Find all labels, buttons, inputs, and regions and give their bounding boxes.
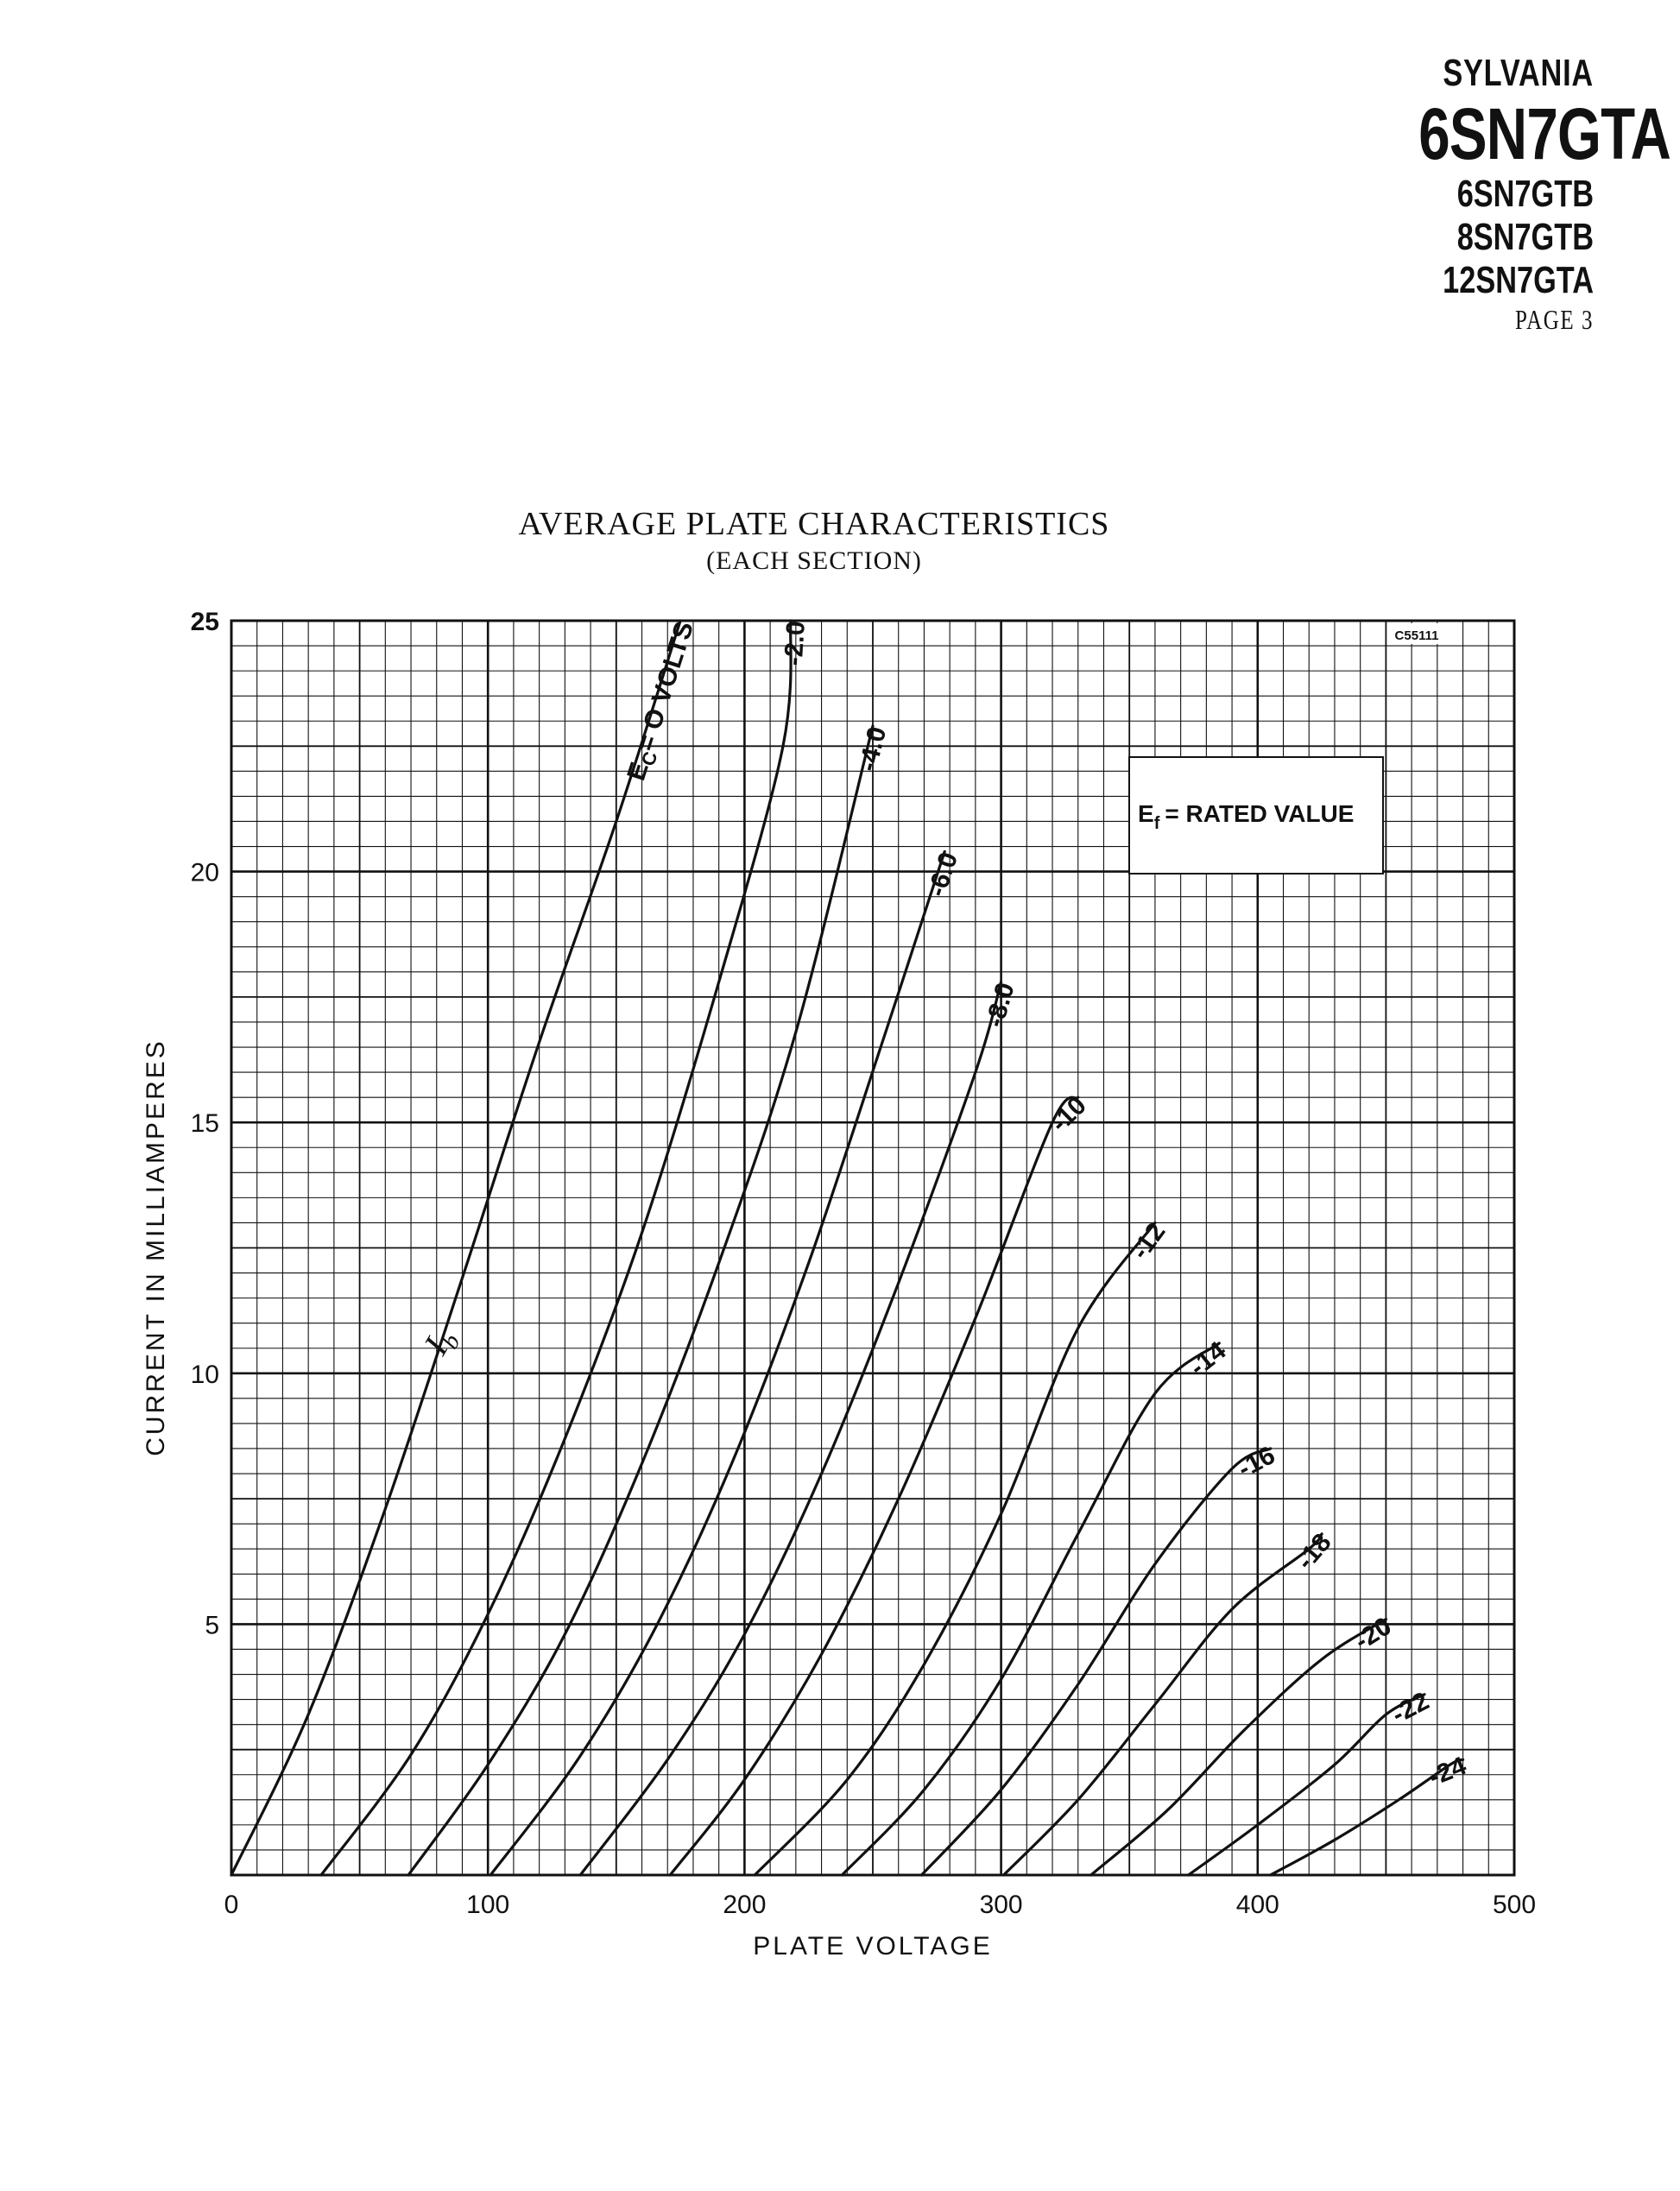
plate-curve xyxy=(1269,1758,1465,1877)
x-axis-label: PLATE VOLTAGE xyxy=(753,1932,992,1961)
note-box-text: Ef = RATED VALUE xyxy=(1138,800,1354,833)
chart-subtitle: (EACH SECTION) xyxy=(706,546,922,575)
plate-curve xyxy=(407,724,875,1877)
plate-curve xyxy=(319,619,793,1877)
curve-label: EC= O VOLTS xyxy=(622,618,702,785)
curve-label-subscript: C xyxy=(637,748,662,768)
chart-title: AVERAGE PLATE CHARACTERISTICS xyxy=(518,506,1110,542)
note-symbol: E xyxy=(1138,800,1154,827)
plate-curve xyxy=(578,980,1003,1877)
plate-curve xyxy=(489,849,946,1877)
axis-ticks: 0 100 200 300 400 500 5 10 15 20 25 xyxy=(191,608,1536,1919)
curves xyxy=(230,619,1465,1877)
page-reference: PAGE 3 xyxy=(1515,304,1594,335)
alt-tube-type: 6SN7GTB xyxy=(1456,173,1594,215)
plate-curve xyxy=(668,1096,1080,1877)
code-mark-bg xyxy=(1392,623,1442,644)
plate-curve xyxy=(1001,1532,1323,1877)
note-box xyxy=(1128,756,1384,875)
curve-label: -12 xyxy=(1126,1218,1171,1265)
note-text: = RATED VALUE xyxy=(1165,800,1354,827)
curve-label: -18 xyxy=(1291,1528,1336,1575)
brand-name: SYLVANIA xyxy=(1443,52,1594,94)
code-mark: C55111 xyxy=(1395,628,1439,643)
x-tick-label: 300 xyxy=(980,1891,1023,1919)
y-tick-label: 10 xyxy=(191,1361,219,1389)
alt-tube-type: 8SN7GTB xyxy=(1456,216,1594,258)
curve-label: -8.0 xyxy=(981,980,1020,1031)
y-tick-label: 20 xyxy=(191,859,219,887)
curve-label: -22 xyxy=(1387,1687,1434,1729)
curve-label: -4.0 xyxy=(854,724,893,774)
plate-curve xyxy=(1089,1617,1387,1877)
x-tick-label: 200 xyxy=(723,1891,766,1919)
curve-label: -6.0 xyxy=(923,849,963,900)
plate-curve xyxy=(919,1447,1273,1877)
plate-curve xyxy=(230,619,682,1877)
plate-curve xyxy=(753,1221,1157,1877)
alt-tube-type: 12SN7GTA xyxy=(1443,259,1594,301)
plate-curve xyxy=(840,1342,1221,1877)
plot-frame xyxy=(230,619,1516,1877)
y-axis-label: CURRENT IN MILLIAMPERES xyxy=(142,1039,170,1456)
curve-label: -2.0 xyxy=(780,620,811,666)
note-subscript: f xyxy=(1154,814,1160,833)
y-tick-label: 25 xyxy=(191,608,219,636)
x-tick-label: 0 xyxy=(224,1891,239,1919)
x-tick-label: 100 xyxy=(466,1891,509,1919)
x-tick-label: 500 xyxy=(1493,1891,1536,1919)
curve-label: -16 xyxy=(1234,1441,1280,1483)
curve-label: -14 xyxy=(1184,1336,1232,1382)
curve-label: -24 xyxy=(1425,1752,1471,1792)
current-label: Ib xyxy=(415,1321,465,1364)
x-tick-label: 400 xyxy=(1236,1891,1279,1919)
y-tick-label: 15 xyxy=(191,1109,219,1138)
y-tick-label: 5 xyxy=(205,1611,219,1639)
plate-curve xyxy=(1186,1693,1426,1877)
